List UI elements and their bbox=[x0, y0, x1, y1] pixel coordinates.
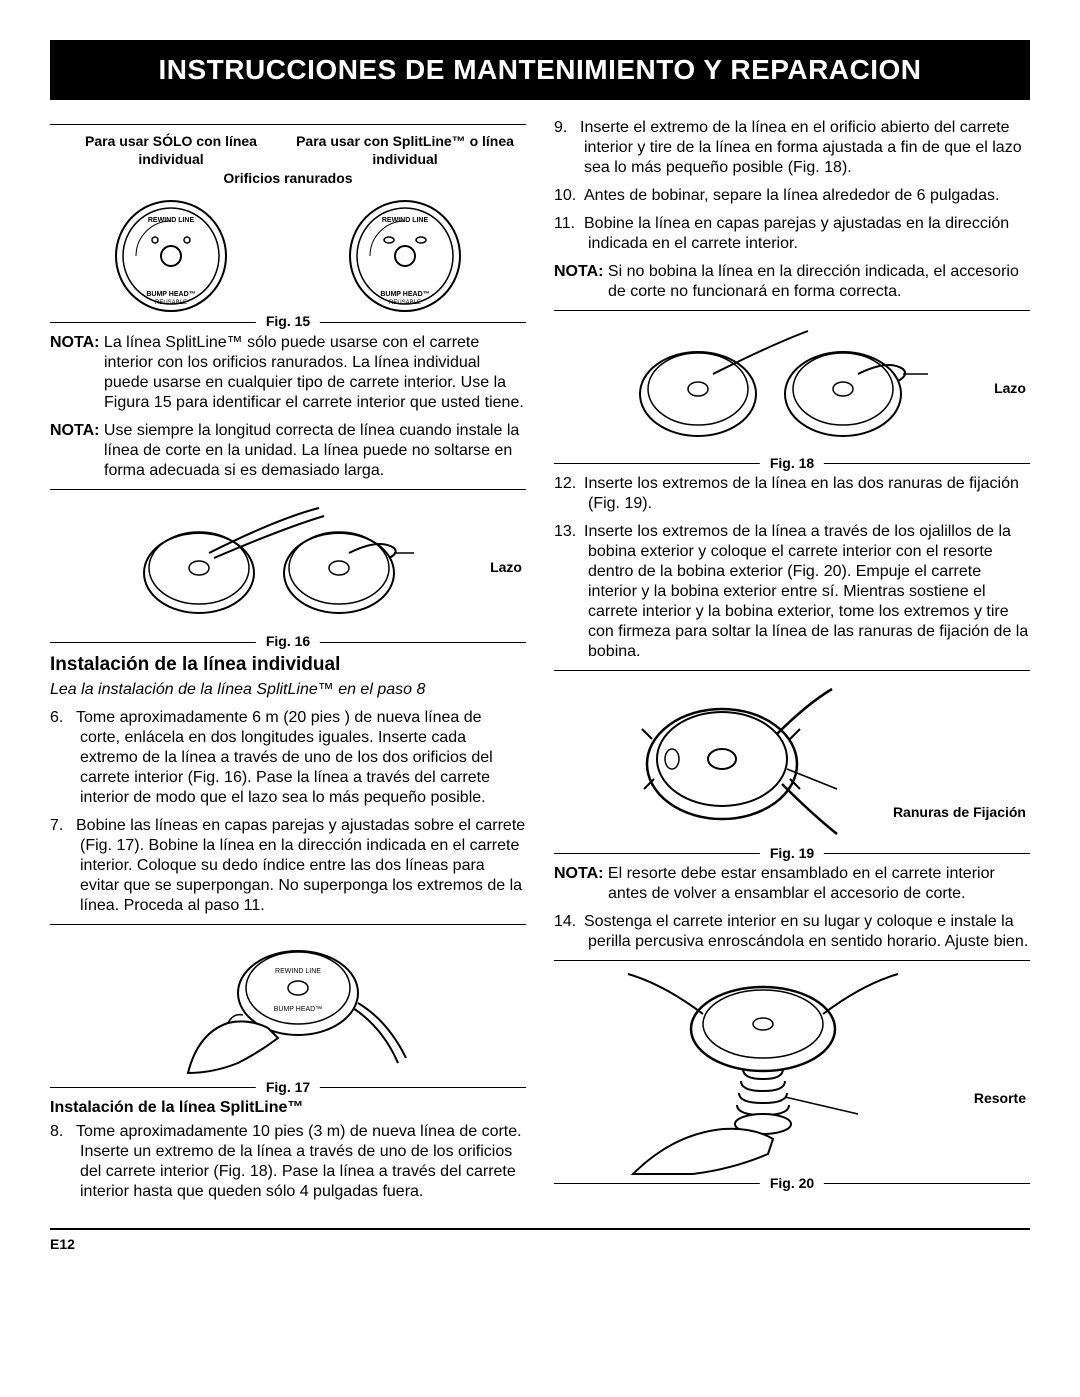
svg-text:BUMP HEAD™: BUMP HEAD™ bbox=[380, 291, 429, 298]
fig19-label: Fig. 19 bbox=[760, 845, 824, 863]
nota-text: El resorte debe estar ensamblado en el c… bbox=[608, 865, 995, 902]
step-14: 14.Sostenga el carrete interior en su lu… bbox=[554, 912, 1030, 952]
page-title: INSTRUCCIONES DE MANTENIMIENTO Y REPARAC… bbox=[50, 54, 1030, 86]
fig15-label: Fig. 15 bbox=[256, 313, 320, 331]
nota-label: NOTA: bbox=[554, 263, 603, 280]
spool-slot-icon bbox=[602, 679, 842, 849]
figure-18: Lazo Fig. 18 bbox=[554, 310, 1030, 464]
step-num: 8. bbox=[50, 1122, 76, 1142]
svg-text:BUMP HEAD™: BUMP HEAD™ bbox=[146, 291, 195, 298]
figure-16: Lazo Fig. 16 bbox=[50, 489, 526, 643]
figure-20: Resorte Fig. 20 bbox=[554, 960, 1030, 1184]
step-text: Inserte los extremos de la línea a travé… bbox=[584, 523, 1028, 660]
step-num: 12. bbox=[554, 474, 584, 494]
step-10: 10.Antes de bobinar, separe la línea alr… bbox=[554, 186, 1030, 206]
step-text: Inserte los extremos de la línea en las … bbox=[584, 475, 1019, 512]
step-text: Antes de bobinar, separe la línea alrede… bbox=[584, 187, 999, 204]
step-7: 7.Bobine las líneas en capas parejas y a… bbox=[50, 816, 526, 916]
step-8: 8.Tome aproximadamente 10 pies (3 m) de … bbox=[50, 1122, 526, 1202]
fig19-side-label: Ranuras de Fijación bbox=[893, 804, 1026, 822]
step-9: 9.Inserte el extremo de la línea en el o… bbox=[554, 118, 1030, 178]
page-footer: E12 bbox=[50, 1228, 1030, 1252]
fig18-side-label: Lazo bbox=[994, 380, 1026, 398]
left-column: Para usar SÓLO con línea individual Para… bbox=[50, 118, 526, 1210]
nota-label: NOTA: bbox=[554, 865, 603, 882]
step-num: 11. bbox=[554, 214, 584, 234]
nota-3: NOTA: Si no bobina la línea en la direcc… bbox=[554, 262, 1030, 302]
fig20-side-label: Resorte bbox=[974, 1090, 1026, 1108]
svg-text:REWIND LINE: REWIND LINE bbox=[275, 968, 321, 975]
spool-diagram-icon: REWIND LINE BUMP HEAD™ REUSABLE bbox=[345, 196, 465, 316]
step-num: 6. bbox=[50, 708, 76, 728]
spool-assembly-icon bbox=[613, 969, 913, 1179]
spool-line-icon bbox=[119, 498, 419, 638]
step-text: Tome aproximadamente 6 m (20 pies ) de n… bbox=[76, 709, 493, 806]
svg-text:REWIND LINE: REWIND LINE bbox=[148, 217, 195, 224]
svg-text:REUSABLE: REUSABLE bbox=[155, 300, 187, 306]
step-13: 13.Inserte los extremos de la línea a tr… bbox=[554, 522, 1030, 662]
nota-label: NOTA: bbox=[50, 334, 99, 351]
fig16-side-label: Lazo bbox=[490, 559, 522, 577]
figure-15: Para usar SÓLO con línea individual Para… bbox=[50, 124, 526, 323]
figure-17: REWIND LINE BUMP HEAD™ Fig. 17 bbox=[50, 924, 526, 1088]
svg-text:REWIND LINE: REWIND LINE bbox=[382, 217, 429, 224]
svg-text:BUMP HEAD™: BUMP HEAD™ bbox=[274, 1006, 323, 1013]
fig15-caption-left: Para usar SÓLO con línea individual bbox=[54, 133, 288, 168]
step-text: Tome aproximadamente 10 pies (3 m) de nu… bbox=[76, 1123, 522, 1200]
nota-4: NOTA: El resorte debe estar ensamblado e… bbox=[554, 864, 1030, 904]
fig18-label: Fig. 18 bbox=[760, 455, 824, 473]
svg-text:REUSABLE: REUSABLE bbox=[389, 300, 421, 306]
nota-text: Use siempre la longitud correcta de líne… bbox=[104, 422, 519, 479]
step-text: Bobine las líneas en capas parejas y aju… bbox=[76, 817, 525, 914]
spool-diagram-icon: REWIND LINE BUMP HEAD™ REUSABLE bbox=[111, 196, 231, 316]
step-11: 11.Bobine la línea en capas parejas y aj… bbox=[554, 214, 1030, 254]
hand-winding-icon: REWIND LINE BUMP HEAD™ bbox=[158, 933, 418, 1083]
spool-line-icon bbox=[613, 319, 933, 459]
nota-text: Si no bobina la línea en la dirección in… bbox=[608, 263, 1019, 300]
fig15-center-label: Orificios ranurados bbox=[54, 170, 522, 188]
step-num: 13. bbox=[554, 522, 584, 542]
nota-label: NOTA: bbox=[50, 422, 99, 439]
heading-splitline: Instalación de la línea SplitLine™ bbox=[50, 1098, 526, 1118]
italic-note: Lea la instalación de la línea SplitLine… bbox=[50, 680, 526, 700]
nota-text: La línea SplitLine™ sólo puede usarse co… bbox=[104, 334, 524, 411]
step-text: Sostenga el carrete interior en su lugar… bbox=[584, 913, 1028, 950]
step-text: Bobine la línea en capas parejas y ajust… bbox=[584, 215, 1009, 252]
fig17-label: Fig. 17 bbox=[256, 1079, 320, 1097]
step-6: 6.Tome aproximadamente 6 m (20 pies ) de… bbox=[50, 708, 526, 808]
step-num: 7. bbox=[50, 816, 76, 836]
title-bar: INSTRUCCIONES DE MANTENIMIENTO Y REPARAC… bbox=[50, 40, 1030, 100]
fig16-label: Fig. 16 bbox=[256, 633, 320, 651]
nota-1: NOTA: La línea SplitLine™ sólo puede usa… bbox=[50, 333, 526, 413]
step-text: Inserte el extremo de la línea en el ori… bbox=[580, 119, 1022, 176]
step-num: 10. bbox=[554, 186, 584, 206]
fig20-label: Fig. 20 bbox=[760, 1175, 824, 1193]
step-12: 12.Inserte los extremos de la línea en l… bbox=[554, 474, 1030, 514]
right-column: 9.Inserte el extremo de la línea en el o… bbox=[554, 118, 1030, 1210]
step-num: 9. bbox=[554, 118, 580, 138]
step-num: 14. bbox=[554, 912, 584, 932]
fig15-caption-right: Para usar con SplitLine™ o línea individ… bbox=[288, 133, 522, 168]
figure-19: Ranuras de Fijación Fig. 19 bbox=[554, 670, 1030, 854]
heading-individual: Instalación de la línea individual bbox=[50, 653, 526, 677]
nota-2: NOTA: Use siempre la longitud correcta d… bbox=[50, 421, 526, 481]
